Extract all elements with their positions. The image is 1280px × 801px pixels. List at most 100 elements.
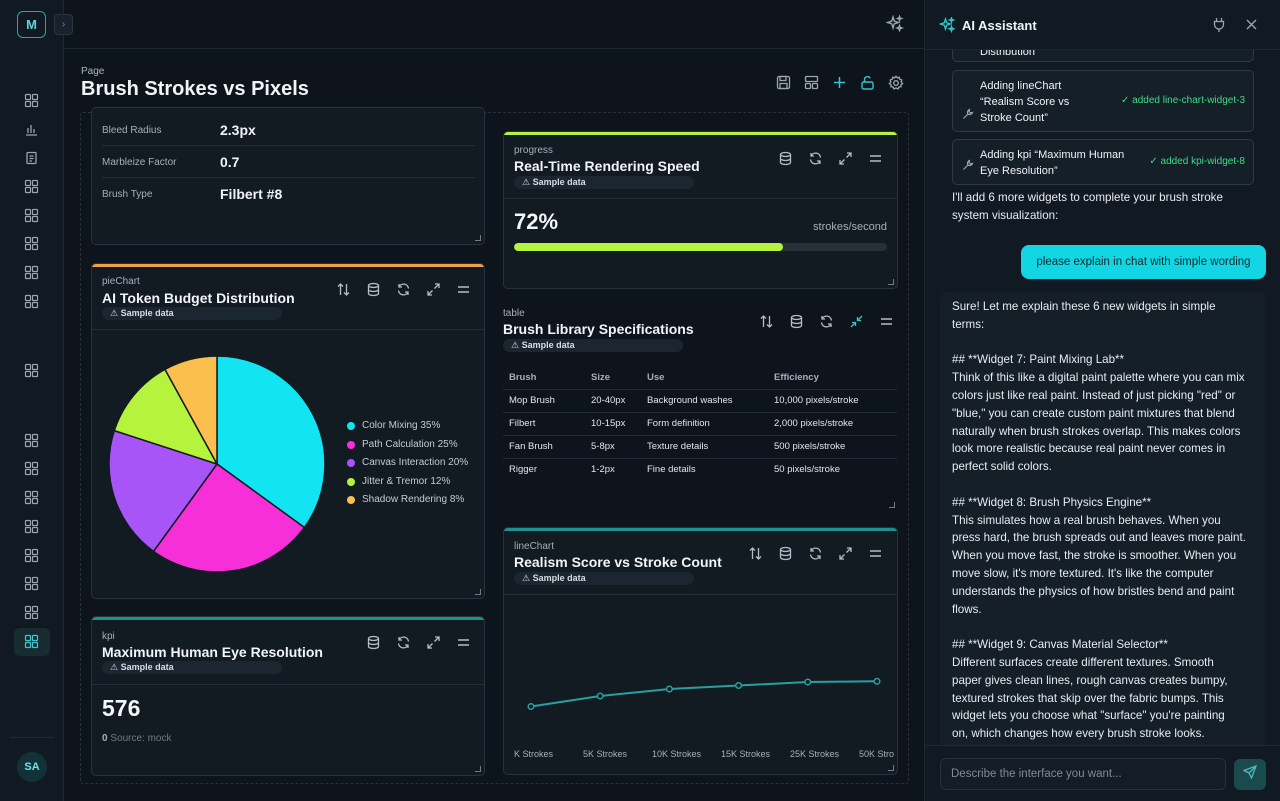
card-header-divider — [92, 684, 484, 685]
legend-label: Path Calculation 25% — [362, 438, 458, 450]
dashboard-icon[interactable] — [22, 488, 40, 506]
settings-gear-icon[interactable] — [887, 74, 904, 91]
legend-item[interactable]: Jitter & Tremor 12% — [347, 475, 468, 494]
chevron-right-icon: › — [61, 19, 66, 30]
table-row[interactable]: Mop Brush 20-40px Background washes 10,000 … — [503, 388, 897, 412]
table-header-cell[interactable]: Efficiency — [774, 372, 819, 384]
refresh-icon[interactable] — [818, 313, 835, 330]
dashboard-icon[interactable] — [22, 574, 40, 592]
table-cell: 5-8px — [585, 434, 641, 458]
plug-icon[interactable] — [1212, 17, 1226, 38]
line-point[interactable] — [665, 685, 673, 693]
dashboard-icon[interactable] — [22, 361, 40, 379]
line-point[interactable] — [527, 702, 535, 711]
line-point[interactable] — [804, 678, 812, 686]
unlock-icon[interactable] — [859, 74, 876, 91]
dashboard-icon[interactable] — [22, 292, 40, 310]
chat-composer — [925, 745, 1280, 801]
send-button[interactable] — [1234, 759, 1266, 790]
table-row[interactable]: Rigger 1-2px Fine details 50 pixels/stroke — [503, 457, 897, 481]
dashboard-icon[interactable] — [22, 632, 40, 650]
dashboard-icon[interactable] — [22, 91, 40, 109]
sample-data-badge: ⚠ Sample data — [514, 176, 694, 189]
expand-icon[interactable] — [837, 545, 854, 562]
table-header-cell[interactable]: Use — [647, 372, 665, 384]
card-accent — [92, 264, 484, 267]
sort-icon[interactable] — [758, 313, 775, 330]
collapse-icon[interactable] — [848, 313, 865, 330]
dashboard-icon[interactable] — [22, 431, 40, 449]
table-row[interactable]: Filbert 10-15px Form definition 2,000 pixel… — [503, 411, 897, 435]
pie-slice[interactable] — [216, 355, 326, 529]
add-widget-icon[interactable] — [831, 74, 848, 91]
sort-icon[interactable] — [335, 281, 352, 298]
x-tick-label: 15K Strokes — [721, 749, 771, 759]
refresh-icon[interactable] — [807, 545, 824, 562]
chat-input[interactable] — [940, 758, 1226, 790]
app-logo[interactable]: M — [17, 11, 46, 38]
dashboard-icon[interactable] — [22, 263, 40, 281]
bar-chart-icon[interactable] — [22, 120, 40, 138]
clipboard-icon[interactable] — [22, 148, 40, 166]
table-header-cell[interactable]: Brush — [509, 372, 537, 384]
table-cell: Mop Brush — [503, 388, 585, 412]
pie-slice[interactable] — [113, 368, 219, 466]
refresh-icon[interactable] — [395, 281, 412, 298]
resize-handle[interactable] — [475, 589, 481, 595]
resize-handle[interactable] — [475, 235, 481, 241]
menu-icon[interactable] — [455, 634, 472, 651]
menu-icon[interactable] — [455, 281, 472, 298]
card-header-divider — [504, 198, 897, 199]
database-icon[interactable] — [365, 281, 382, 298]
dashboard-icon[interactable] — [22, 546, 40, 564]
resize-handle[interactable] — [888, 765, 894, 771]
dashboard-icon[interactable] — [22, 206, 40, 224]
table-cell: 10,000 pixels/stroke — [768, 388, 897, 412]
legend-item[interactable]: Canvas Interaction 20% — [347, 456, 468, 475]
resize-handle[interactable] — [475, 766, 481, 772]
refresh-icon[interactable] — [395, 634, 412, 651]
dashboard-icon[interactable] — [22, 459, 40, 477]
dashboard-icon[interactable] — [22, 517, 40, 535]
menu-icon[interactable] — [878, 313, 895, 330]
expand-icon[interactable] — [837, 150, 854, 167]
user-avatar[interactable]: SA — [17, 752, 47, 782]
close-icon[interactable] — [1245, 18, 1258, 36]
sort-icon[interactable] — [747, 545, 764, 562]
legend-label: Jitter & Tremor 12% — [362, 475, 451, 487]
pie-slice[interactable] — [152, 462, 306, 573]
dashboard-icon[interactable] — [22, 177, 40, 195]
table-header-cell[interactable]: Size — [591, 372, 611, 384]
dashboard-icon[interactable] — [22, 234, 40, 252]
legend-item[interactable]: Path Calculation 25% — [347, 438, 468, 457]
resize-handle[interactable] — [889, 502, 895, 508]
line-point[interactable] — [596, 692, 604, 700]
table-row[interactable]: Fan Brush 5-8px Texture details 500 pixels/… — [503, 434, 897, 458]
dashboard-icon[interactable] — [22, 603, 40, 621]
resize-handle[interactable] — [888, 279, 894, 285]
save-icon[interactable] — [775, 74, 792, 91]
database-icon[interactable] — [365, 634, 382, 651]
expand-icon[interactable] — [425, 281, 442, 298]
pie-slice[interactable] — [108, 429, 219, 553]
line-point[interactable] — [873, 677, 881, 685]
sample-data-badge: ⚠ Sample data — [102, 661, 282, 674]
database-icon[interactable] — [777, 545, 794, 562]
refresh-icon[interactable] — [807, 150, 824, 167]
expand-sidebar-button[interactable]: › — [54, 14, 73, 35]
line-point[interactable] — [735, 681, 743, 690]
database-icon[interactable] — [788, 313, 805, 330]
legend-item[interactable]: Shadow Rendering 8% — [347, 493, 468, 512]
detail-value: 2.3px — [220, 122, 256, 138]
pie-slice[interactable] — [163, 355, 218, 465]
menu-icon[interactable] — [867, 545, 884, 562]
database-icon[interactable] — [777, 150, 794, 167]
ai-sparkle-icon[interactable] — [885, 14, 904, 38]
rail-divider — [10, 737, 54, 738]
widget-title: Real-Time Rendering Speed — [514, 158, 700, 174]
table-cell: 20-40px — [585, 388, 641, 412]
menu-icon[interactable] — [867, 150, 884, 167]
legend-item[interactable]: Color Mixing 35% — [347, 419, 468, 438]
layout-icon[interactable] — [803, 74, 820, 91]
expand-icon[interactable] — [425, 634, 442, 651]
